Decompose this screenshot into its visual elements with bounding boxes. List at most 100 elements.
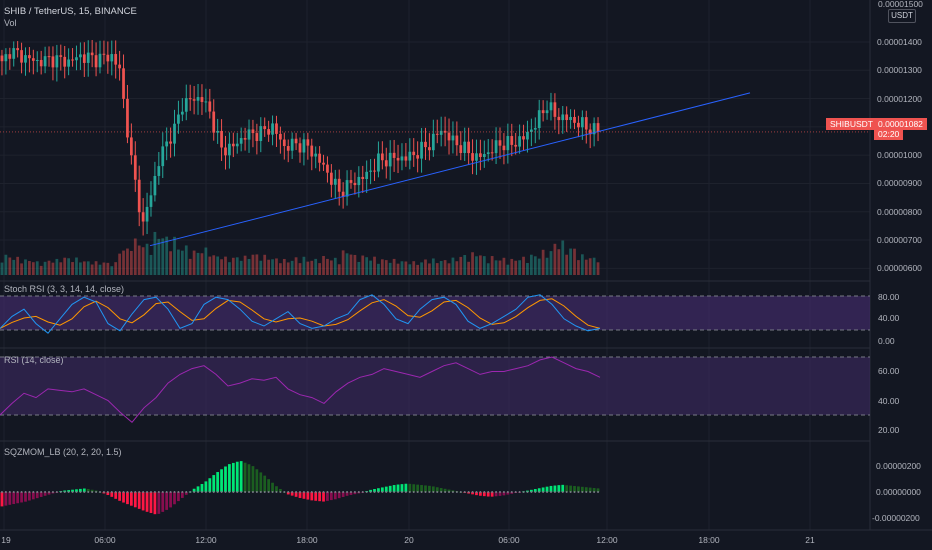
sqzmom-bar — [408, 483, 412, 492]
volume-bar — [94, 261, 98, 275]
sqzmom-bar — [318, 492, 321, 502]
volume-bar — [490, 256, 494, 275]
sqzmom-bar — [247, 464, 251, 492]
sqzmom-bar — [141, 492, 145, 511]
volume-bar — [482, 256, 486, 275]
squeeze-dot — [259, 491, 262, 493]
stoch-d-line — [0, 298, 601, 329]
volume-bar — [231, 257, 235, 275]
candle-body — [24, 55, 27, 63]
volume-bar — [8, 257, 12, 275]
symbol-title[interactable]: SHIB / TetherUS, 15, BINANCE — [4, 6, 137, 17]
time-tick: 20 — [404, 535, 414, 545]
volume-bar — [459, 256, 463, 275]
squeeze-dot — [181, 491, 184, 493]
squeeze-dot — [349, 491, 352, 493]
sqzmom-label[interactable]: SQZMOM_LB (20, 2, 20, 1.5) — [4, 447, 122, 457]
squeeze-dot — [389, 491, 392, 493]
volume-bar — [122, 250, 125, 275]
time-tick: 06:00 — [94, 535, 116, 545]
candle-body — [479, 153, 482, 157]
sqzmom-bar — [153, 492, 157, 515]
volume-bar — [212, 255, 216, 275]
sqzmom-bar — [47, 492, 51, 495]
volume-bar — [526, 262, 529, 275]
sqzmom-bar — [161, 492, 165, 512]
volume-bar — [439, 261, 443, 275]
rsi-line — [0, 356, 601, 424]
squeeze-dot — [475, 491, 478, 493]
volume-bar — [326, 258, 329, 275]
volume-bar — [271, 259, 274, 275]
sqzmom-bar — [431, 486, 435, 492]
volume-bar — [384, 260, 388, 275]
candle-body — [177, 114, 180, 124]
sqzmom-bar — [4, 492, 8, 506]
sqzmom-bar — [212, 475, 216, 492]
volume-bar — [380, 259, 384, 275]
candle-body — [380, 153, 384, 161]
rsi-label[interactable]: RSI (14, close) — [4, 355, 64, 365]
volume-label[interactable]: Vol — [4, 18, 17, 28]
squeeze-dot — [8, 491, 11, 493]
candle-body — [243, 138, 247, 140]
candle-body — [141, 212, 145, 222]
volume-bar — [133, 238, 137, 275]
rsi-tick-60: 60.00 — [878, 366, 900, 376]
candle-body — [318, 153, 321, 163]
squeeze-dot — [514, 491, 517, 493]
volume-bar — [569, 248, 572, 275]
squeeze-dot — [99, 491, 101, 493]
volume-bar — [428, 263, 431, 275]
squeeze-dot — [502, 491, 505, 493]
squeeze-dot — [542, 491, 545, 493]
trend-line[interactable] — [149, 92, 751, 247]
stoch-rsi-label[interactable]: Stoch RSI (3, 3, 14, 14, close) — [4, 284, 125, 294]
volume-bar — [282, 258, 286, 275]
squeeze-dot — [569, 491, 572, 493]
squeeze-dot — [267, 491, 270, 493]
candle-body — [286, 146, 290, 151]
candle-body — [212, 111, 216, 133]
squeeze-dot — [275, 491, 278, 493]
volume-bar — [55, 258, 59, 275]
candle-body — [455, 135, 459, 146]
currency-button[interactable]: USDT — [888, 9, 916, 23]
candle-body — [506, 136, 510, 151]
time-tick: 21 — [805, 535, 815, 545]
sqzmom-bar — [122, 492, 125, 503]
candle-body — [326, 164, 329, 173]
volume-bar — [502, 257, 506, 275]
volume-bar — [412, 261, 416, 275]
volume-bar — [20, 263, 23, 275]
volume-bar — [545, 257, 549, 275]
squeeze-dot — [36, 491, 39, 493]
sqzmom-bar — [228, 464, 231, 492]
stoch-tick-0: 0.00 — [878, 336, 895, 346]
candle-body — [580, 117, 584, 128]
volume-bar — [114, 262, 118, 275]
volume-bar — [435, 263, 439, 275]
candle-body — [537, 110, 541, 129]
squeeze-dot — [271, 491, 274, 493]
sqzmom-bar — [541, 487, 545, 492]
sqzmom-bar — [557, 485, 561, 492]
sqzmom-bar — [263, 475, 267, 492]
candle-body — [137, 179, 141, 213]
candle-body — [569, 116, 572, 121]
sqzmom-bar — [482, 492, 486, 497]
sqzmom-bar — [396, 484, 400, 492]
squeeze-dot — [538, 491, 541, 493]
candle-body — [200, 97, 204, 102]
squeeze-dot — [204, 491, 207, 493]
sqzmom-bar — [561, 484, 565, 492]
sqzmom-bar — [577, 486, 580, 492]
sqzmom-bar — [31, 492, 35, 500]
volume-bar — [200, 253, 204, 275]
squeeze-dot — [393, 491, 396, 493]
squeeze-dot — [244, 491, 247, 493]
squeeze-dot — [561, 491, 564, 493]
squeeze-dot — [44, 491, 47, 493]
volume-bar — [424, 259, 427, 275]
